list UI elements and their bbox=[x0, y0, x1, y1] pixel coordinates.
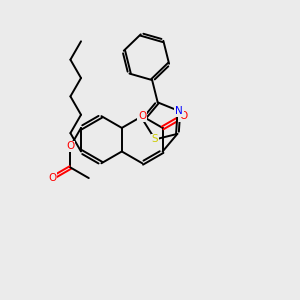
Text: O: O bbox=[66, 141, 74, 151]
Text: N: N bbox=[175, 106, 183, 116]
Text: O: O bbox=[48, 173, 56, 183]
Text: O: O bbox=[179, 111, 187, 121]
Text: S: S bbox=[152, 134, 158, 144]
Text: O: O bbox=[138, 111, 146, 121]
